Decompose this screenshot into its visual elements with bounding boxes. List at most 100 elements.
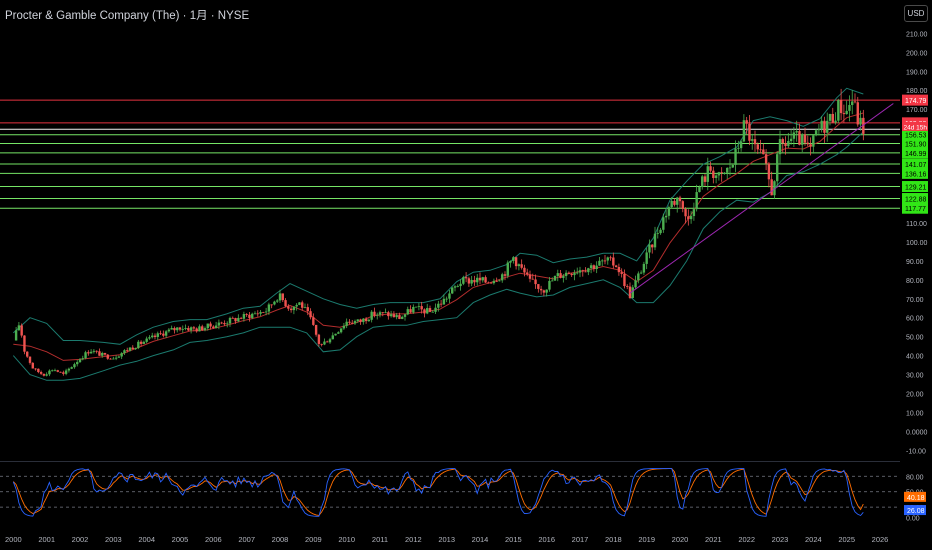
- candle-body: [362, 318, 365, 323]
- candle-body: [356, 319, 359, 322]
- candle-body: [853, 101, 857, 103]
- candle-body: [839, 100, 843, 114]
- candle-body: [401, 316, 404, 319]
- candle-body: [584, 271, 587, 273]
- candle-body: [273, 301, 276, 305]
- candle-body: [706, 166, 709, 182]
- candle-body: [673, 200, 676, 205]
- candle-body: [517, 264, 521, 267]
- candle-body: [648, 244, 651, 253]
- candle-body: [789, 138, 793, 142]
- price-axis[interactable]: 210.00200.00190.00180.00170.00160.00150.…: [902, 31, 928, 522]
- candle-body: [526, 272, 529, 275]
- candle-body: [767, 163, 771, 180]
- candle-body: [95, 350, 98, 352]
- candle-body: [842, 113, 846, 115]
- candle-body: [620, 272, 623, 274]
- candle-body: [184, 328, 187, 329]
- x-tick-label: 2016: [538, 535, 555, 544]
- candle-body: [773, 181, 776, 196]
- candle-body: [131, 347, 134, 350]
- candle-body: [220, 322, 223, 324]
- candle-body: [509, 260, 512, 263]
- candle-body: [609, 257, 612, 259]
- time-axis[interactable]: 2000 2001 2002 2003 2004 2005 2006 2007 2008 2009…: [5, 535, 888, 544]
- candle-body: [317, 334, 321, 344]
- y-tick-label: 200.00: [906, 50, 928, 57]
- level-tag[interactable]: [902, 193, 928, 205]
- candle-body: [684, 208, 687, 217]
- candle-body: [37, 368, 40, 373]
- candle-body: [359, 319, 362, 323]
- candle-body: [212, 326, 215, 329]
- candle-body: [634, 280, 637, 288]
- candle-body: [339, 328, 343, 333]
- candle-body: [381, 312, 384, 314]
- candle-body: [801, 134, 804, 145]
- level-tag[interactable]: [902, 129, 928, 141]
- candle-body: [117, 356, 121, 358]
- level-tag[interactable]: [902, 158, 928, 170]
- candle-body: [389, 314, 393, 317]
- candle-body: [531, 278, 534, 280]
- bollinger-basis: [13, 112, 864, 361]
- candle-body: [631, 287, 634, 298]
- candle-body: [701, 176, 704, 188]
- stoch-value-label: 40.18: [907, 495, 925, 502]
- candle-body: [206, 323, 209, 329]
- candle-body: [20, 325, 23, 336]
- candle-body: [470, 279, 473, 284]
- candle-body: [23, 335, 26, 352]
- currency-button[interactable]: USD: [904, 5, 928, 22]
- level-tag[interactable]: [902, 167, 928, 179]
- candle-body: [353, 321, 357, 324]
- candle-body: [378, 312, 382, 315]
- candle-body: [473, 279, 476, 283]
- candle-body: [712, 170, 715, 179]
- level-tag[interactable]: [902, 181, 928, 193]
- candle-body: [764, 154, 768, 164]
- candle-body: [542, 290, 546, 293]
- candle-body: [745, 120, 748, 124]
- trendline[interactable]: [629, 103, 894, 294]
- candle-body: [812, 135, 815, 147]
- candle-body: [326, 341, 329, 343]
- level-tag[interactable]: [902, 147, 928, 159]
- bollinger-upper: [12, 87, 864, 345]
- level-tag[interactable]: [902, 138, 928, 150]
- x-tick-label: 2019: [638, 535, 655, 544]
- chart-title: Procter & Gamble Company (The) · 1月 · NY…: [5, 10, 250, 22]
- candle-body: [17, 325, 21, 331]
- candle-body: [414, 306, 418, 308]
- candle-body: [756, 144, 759, 150]
- candle-body: [826, 120, 829, 133]
- x-tick-label: 2025: [838, 535, 855, 544]
- candle-body: [437, 303, 440, 308]
- level-tag[interactable]: [902, 202, 928, 214]
- candle-body: [856, 102, 859, 125]
- candle-body: [259, 312, 262, 314]
- y-tick-label: 210.00: [906, 31, 928, 38]
- level-tag[interactable]: [902, 94, 928, 106]
- y-tick-label: 70.00: [906, 297, 924, 304]
- x-tick-label: 2015: [505, 535, 522, 544]
- candle-body: [662, 217, 665, 230]
- candle-body: [312, 317, 315, 325]
- y-tick-label: 30.00: [906, 373, 924, 380]
- candle-body: [628, 286, 632, 298]
- level-tag-label: 122.88: [905, 197, 927, 204]
- candle-body: [203, 328, 207, 331]
- x-tick-label: 2005: [172, 535, 189, 544]
- candle-body: [139, 341, 143, 344]
- x-tick-label: 2003: [105, 535, 122, 544]
- x-tick-label: 2021: [705, 535, 722, 544]
- candle-body: [262, 312, 265, 313]
- candle-body: [392, 314, 396, 318]
- candle-body: [284, 300, 287, 307]
- y-tick-label: 170.00: [906, 107, 928, 114]
- candle-body: [642, 263, 646, 273]
- candle-body: [412, 306, 415, 313]
- candle-body: [687, 216, 690, 220]
- trendline-line[interactable]: [629, 103, 894, 294]
